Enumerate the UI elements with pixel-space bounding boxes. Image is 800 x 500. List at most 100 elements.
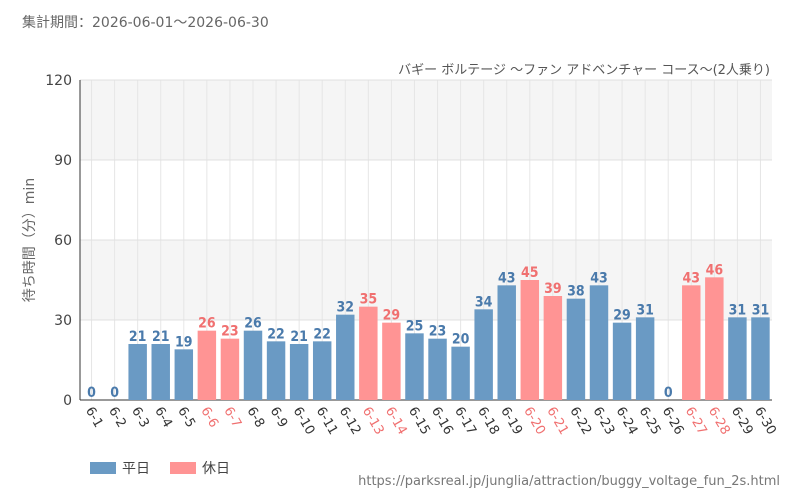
source-url[interactable]: https://parksreal.jp/junglia/attraction/… [358, 474, 780, 489]
bar-value-label: 34 [475, 294, 493, 310]
bar-value-label: 29 [613, 308, 631, 324]
legend-item-weekday[interactable]: 平日 [90, 458, 150, 478]
bar-value-label: 46 [706, 262, 724, 278]
x-tick-label: 6-10 [290, 405, 318, 438]
legend-swatch-holiday [170, 462, 196, 474]
bar[interactable] [220, 338, 240, 400]
bar-value-label: 26 [198, 316, 216, 332]
y-axis-label: 待ち時間（分）min [22, 178, 38, 302]
bar-value-label: 43 [590, 270, 608, 286]
bar-value-label: 38 [567, 284, 585, 300]
x-tick-label: 6-24 [613, 405, 641, 438]
bar[interactable] [451, 346, 470, 400]
bar[interactable] [497, 285, 516, 400]
y-tick-label: 90 [54, 153, 72, 169]
bar[interactable] [312, 341, 332, 400]
x-tick-label: 6-5 [174, 405, 198, 431]
bar-value-label: 21 [290, 329, 308, 345]
x-tick-label: 6-6 [197, 405, 221, 431]
legend-swatch-weekday [90, 462, 116, 474]
x-tick-label: 6-17 [451, 405, 479, 438]
bar[interactable] [266, 341, 286, 400]
bar-value-label: 45 [521, 265, 539, 281]
bar-value-label: 23 [429, 324, 447, 340]
x-tick-label: 6-16 [428, 405, 456, 438]
bar-value-label: 26 [244, 316, 262, 332]
period-label: 集計期間：2026-06-01～2026-06-30 [22, 15, 269, 31]
legend-label-weekday: 平日 [122, 461, 150, 477]
x-tick-label: 6-1 [82, 405, 106, 431]
bar-value-label: 39 [544, 281, 562, 297]
legend-label-holiday: 休日 [202, 461, 230, 477]
chart-title: バギー ボルテージ ～ファン アドベンチャー コース～(2人乗り) [398, 63, 770, 78]
bar-value-label: 29 [383, 308, 401, 324]
x-tick-label: 6-11 [313, 405, 341, 438]
bar-value-label: 31 [636, 302, 654, 318]
bar[interactable] [474, 309, 493, 400]
legend: 平日 休日 [90, 458, 230, 478]
bar-value-label: 22 [267, 326, 285, 342]
y-tick-label: 120 [45, 73, 72, 89]
y-tick-label: 60 [54, 233, 72, 249]
x-tick-label: 6-25 [636, 405, 664, 438]
bar-value-label: 31 [729, 302, 747, 318]
legend-item-holiday[interactable]: 休日 [170, 458, 230, 478]
bar[interactable] [682, 285, 701, 400]
x-tick-label: 6-27 [682, 405, 710, 438]
x-tick-label: 6-22 [566, 405, 594, 438]
x-tick-label: 6-14 [382, 405, 410, 438]
bar[interactable] [566, 298, 586, 400]
x-tick-label: 6-29 [728, 405, 756, 438]
x-tick-label: 6-30 [751, 405, 779, 438]
bar-value-label: 43 [498, 270, 516, 286]
bar[interactable] [128, 344, 147, 400]
x-tick-label: 6-13 [359, 405, 387, 438]
bar[interactable] [289, 344, 309, 400]
bar[interactable] [612, 322, 632, 400]
x-tick-label: 6-23 [590, 405, 618, 438]
bar[interactable] [705, 277, 724, 400]
bar-value-label: 19 [175, 334, 193, 350]
x-tick-label: 6-15 [405, 405, 433, 438]
x-tick-label: 6-8 [244, 405, 268, 431]
x-tick-label: 6-12 [336, 405, 364, 438]
plot-band [80, 240, 772, 320]
bar[interactable] [589, 285, 609, 400]
bar-value-label: 22 [313, 326, 331, 342]
bar-value-label: 21 [152, 329, 170, 345]
bar-value-label: 43 [683, 270, 701, 286]
bar[interactable] [635, 317, 655, 400]
plot-band [80, 320, 772, 400]
bar[interactable] [382, 322, 401, 400]
plot-bands [80, 80, 772, 400]
bar-value-label: 32 [337, 300, 355, 316]
x-tick-label: 6-28 [705, 405, 733, 438]
bar[interactable] [543, 296, 563, 400]
bar-value-label: 0 [87, 385, 96, 401]
bar-value-label: 23 [221, 324, 239, 340]
bar[interactable] [359, 306, 378, 400]
x-tick-label: 6-3 [128, 405, 152, 431]
bar-value-label: 31 [752, 302, 770, 318]
bar[interactable] [428, 338, 447, 400]
x-axis-ticks: 6-1 6-2 6-3 6-4 6-5 6-6 6-7 6-8 6-9 6-106-116-126… [82, 405, 779, 438]
bar[interactable] [197, 330, 217, 400]
bars [128, 277, 770, 400]
x-tick-label: 6-2 [105, 405, 129, 431]
bar-value-label: 25 [406, 318, 424, 334]
bar-value-label: 20 [452, 332, 470, 348]
bar[interactable] [405, 333, 424, 400]
bar-value-label: 35 [360, 292, 378, 308]
x-tick-label: 6-4 [151, 405, 175, 431]
x-tick-label: 6-20 [520, 405, 548, 438]
bar[interactable] [728, 317, 747, 400]
bar[interactable] [336, 314, 355, 400]
bar[interactable] [243, 330, 263, 400]
bar[interactable] [520, 280, 540, 400]
bar[interactable] [151, 344, 170, 400]
bar[interactable] [174, 349, 194, 400]
bar[interactable] [751, 317, 770, 400]
x-tick-label: 6-18 [474, 405, 502, 438]
